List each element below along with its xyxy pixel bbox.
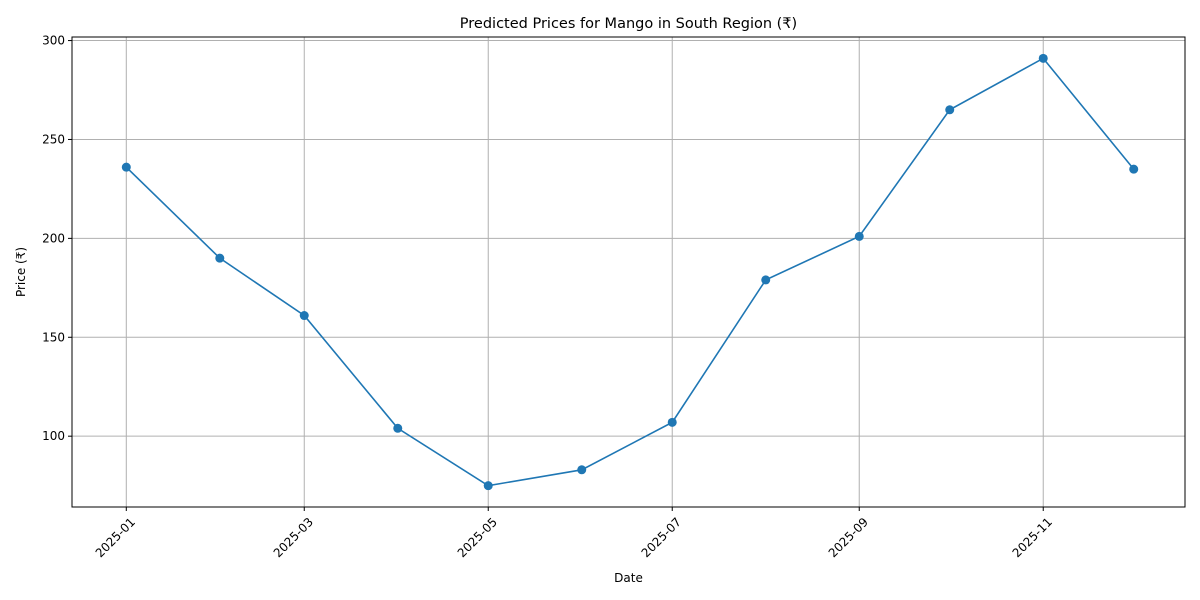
series-line [125,57,1135,487]
data-point [121,162,131,172]
data-point [577,465,587,475]
data-point [215,253,225,263]
data-point [483,481,493,491]
data-point [1129,164,1139,174]
y-tick-label: 250 [42,132,65,146]
y-axis-label: Price (₹) [14,247,28,297]
data-point [299,311,309,321]
plot-frame [71,36,1186,508]
grid [72,37,1185,507]
chart-title: Predicted Prices for Mango in South Regi… [460,16,797,32]
series-line-group [121,53,1139,491]
data-point [1038,53,1048,63]
y-tick-label: 300 [42,34,65,48]
y-tick-label: 150 [42,330,65,344]
y-tick-label: 200 [42,231,65,245]
x-axis-label: Date [614,571,643,585]
y-tick-label: 100 [42,429,65,443]
data-point [945,105,955,115]
data-point [393,423,403,433]
data-point [854,231,864,241]
data-point [761,275,771,285]
data-point [667,417,677,427]
